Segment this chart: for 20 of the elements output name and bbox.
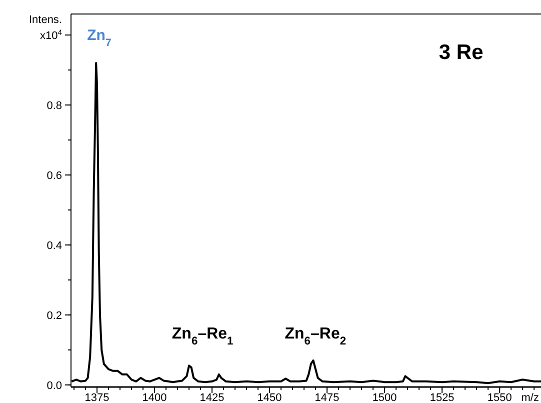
x-tick-label: 1450 xyxy=(257,392,282,403)
y-tick-label: 0.8 xyxy=(46,100,62,112)
x-tick-label: 1400 xyxy=(142,392,167,403)
x-tick-label: 1525 xyxy=(430,392,454,403)
y-axis-title: Intens. xyxy=(28,14,62,26)
y-tick-label: 0.2 xyxy=(46,310,62,322)
y-tick-label: 0.6 xyxy=(46,170,62,182)
annotation: Zn$_{6}$–Re$_{2}$ xyxy=(284,326,346,348)
y-tick-label: 0.0 xyxy=(46,380,62,392)
x-tick-label: 1375 xyxy=(84,392,110,403)
annotation: 3 Re xyxy=(438,40,484,64)
x-tick-label: 1500 xyxy=(372,392,397,403)
x-tick-label: 1425 xyxy=(200,392,224,403)
x-tick-label: 1475 xyxy=(314,392,340,403)
x-axis-title: m/z xyxy=(521,392,539,403)
y-tick-label: x10$^{4}$ xyxy=(40,27,63,42)
annotation: Zn$_{6}$–Re$_{1}$ xyxy=(172,326,234,348)
x-tick-label: 1550 xyxy=(487,392,512,403)
y-tick-label: 0.4 xyxy=(46,240,62,252)
annotation: Zn$_{7}$ xyxy=(87,27,112,50)
